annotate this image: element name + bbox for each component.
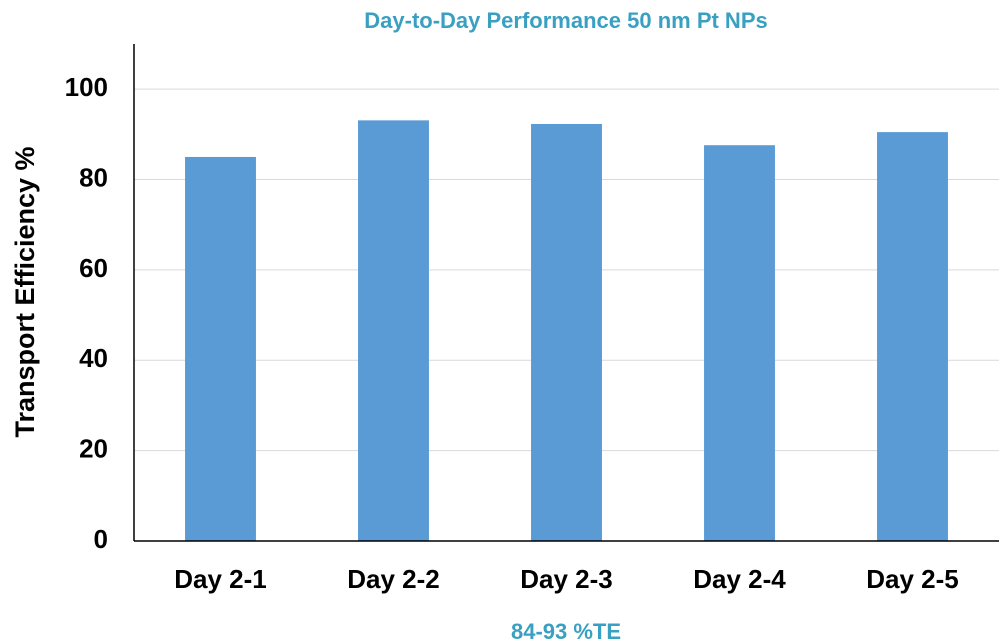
bar: [704, 145, 775, 541]
x-tick-label: Day 2-1: [174, 564, 267, 594]
y-tick-label: 100: [65, 72, 108, 102]
y-axis-label: Transport Efficiency %: [10, 146, 40, 437]
y-tick-label: 40: [79, 343, 108, 373]
bar: [531, 123, 602, 542]
y-tick-label: 20: [79, 434, 108, 464]
bar: [877, 132, 948, 541]
y-tick-label: 60: [79, 253, 108, 283]
x-axis-label: 84-93 %TE: [511, 619, 621, 644]
x-tick-label: Day 2-4: [693, 564, 786, 594]
y-tick-label: 80: [79, 162, 108, 192]
x-tick-label: Day 2-5: [866, 564, 959, 594]
chart-title: Day-to-Day Performance 50 nm Pt NPs: [364, 8, 767, 33]
x-tick-label: Day 2-2: [347, 564, 440, 594]
y-tick-label: 0: [94, 524, 108, 554]
bar: [358, 120, 429, 541]
x-tick-label: Day 2-3: [520, 564, 613, 594]
bar: [185, 156, 256, 542]
